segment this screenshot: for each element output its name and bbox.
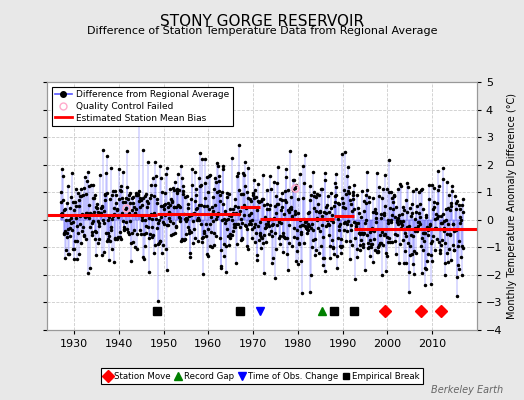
Y-axis label: Monthly Temperature Anomaly Difference (°C): Monthly Temperature Anomaly Difference (… xyxy=(507,93,517,319)
Legend: Station Move, Record Gap, Time of Obs. Change, Empirical Break: Station Move, Record Gap, Time of Obs. C… xyxy=(101,368,423,384)
Text: Difference of Station Temperature Data from Regional Average: Difference of Station Temperature Data f… xyxy=(87,26,437,36)
Text: Berkeley Earth: Berkeley Earth xyxy=(431,385,503,395)
Text: STONY GORGE RESERVOIR: STONY GORGE RESERVOIR xyxy=(160,14,364,29)
